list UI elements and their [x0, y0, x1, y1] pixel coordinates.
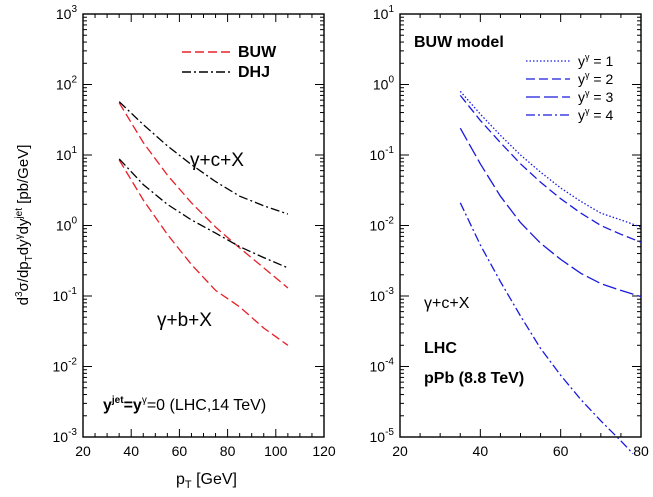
left-y-tick-label: 103	[56, 4, 78, 22]
left-series-line-2	[118, 101, 289, 215]
left-y-tick-label: 102	[56, 75, 78, 93]
right-y-tick-label: 10-3	[370, 286, 395, 304]
left-x-tick-label: 100	[264, 443, 288, 459]
annotation-collider: LHC	[424, 340, 457, 357]
right-ticks: 20 40 60 80 10-5 10-4 10-3 10-2 10-1 100 101	[370, 4, 649, 459]
left-series-line-1	[118, 102, 289, 289]
left-x-tick-label: 40	[123, 443, 139, 459]
left-plot-frame	[82, 13, 325, 438]
right-series-line-4	[459, 202, 634, 455]
cond-y: y	[103, 397, 112, 414]
annotation-process: γ+c+X	[424, 295, 470, 312]
cond-rest: =0 (LHC,14 TeV)	[147, 397, 266, 414]
left-x-tick-label: 20	[75, 443, 91, 459]
right-x-tick-label: 40	[473, 443, 489, 459]
left-series-line-4	[118, 158, 289, 269]
kinematic-condition: yjet=yγ=0 (LHC,14 TeV)	[103, 395, 266, 414]
right-series-line-2	[459, 94, 642, 243]
left-panel: 20 40 60 80 100 120 10-3 10-2 10-1 100 101 102 103 B…	[14, 4, 336, 491]
left-ticks: 20 40 60 80 100 120 10-3 10-2 10-1 100 101 102 103	[53, 4, 336, 459]
left-x-tick-label: 120	[312, 443, 336, 459]
right-legend-label-3: yγ = 3	[578, 88, 613, 105]
right-y-tick-label: 101	[373, 4, 395, 22]
annotation-gamma-b-x: γ+b+X	[157, 310, 212, 331]
legend-label-dhj: DHJ	[238, 64, 270, 81]
left-y-tick-label: 10-3	[53, 427, 78, 445]
left-legend: BUW DHJ	[182, 44, 277, 81]
cond-sup-jet: jet	[111, 395, 124, 406]
legend-label-buw: BUW	[238, 44, 277, 61]
right-legend-label-1: yγ = 1	[578, 52, 613, 69]
left-x-tick-label: 80	[220, 443, 236, 459]
right-panel: 20 40 60 80 10-5 10-4 10-3 10-2 10-1 100 101 BUW m…	[370, 4, 649, 459]
right-y-tick-label: 10-1	[370, 145, 395, 163]
right-y-tick-label: 10-5	[370, 427, 395, 445]
right-x-tick-label: 60	[553, 443, 569, 459]
right-series-line-3	[459, 127, 642, 298]
right-legend-label-4: yγ = 4	[578, 106, 613, 123]
right-series-line-1	[459, 90, 642, 228]
left-x-axis-label: pT [GeV]	[176, 471, 237, 491]
right-legend: yγ = 1yγ = 2yγ = 3yγ = 4	[526, 52, 613, 123]
cond-eq: =y	[124, 397, 142, 414]
right-legend-title: BUW model	[414, 34, 504, 51]
annotation-system: pPb (8.8 TeV)	[424, 370, 524, 387]
right-y-tick-label: 10-2	[370, 216, 395, 234]
right-x-tick-label: 20	[392, 443, 408, 459]
left-y-axis-label: d3σ/dpTdyγdyjet [pb/GeV]	[14, 145, 35, 306]
left-y-tick-label: 101	[56, 145, 78, 163]
annotation-gamma-c-x: γ+c+X	[190, 150, 244, 171]
right-series	[459, 90, 642, 455]
right-legend-label-2: yγ = 2	[578, 70, 613, 87]
left-x-tick-label: 60	[172, 443, 188, 459]
left-series-line-3	[118, 159, 289, 346]
cond-sup-gamma: γ	[142, 395, 147, 406]
left-series	[118, 101, 289, 346]
right-y-tick-label: 10-4	[370, 357, 395, 375]
left-y-tick-label: 10-2	[53, 357, 78, 375]
left-y-tick-label: 10-1	[53, 286, 78, 304]
right-y-tick-label: 100	[373, 75, 395, 93]
right-x-tick-label: 80	[633, 443, 649, 459]
left-y-tick-label: 100	[56, 216, 78, 234]
